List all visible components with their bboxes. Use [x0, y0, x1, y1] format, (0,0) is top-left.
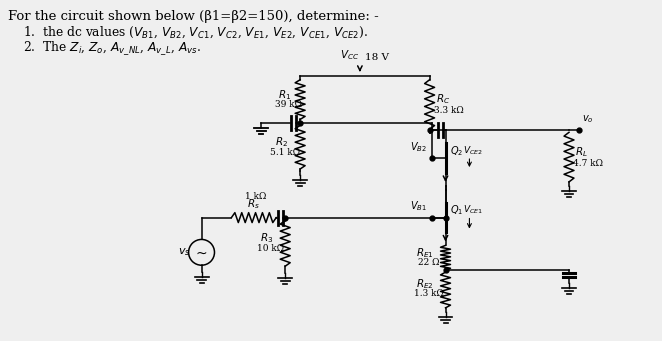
Text: 1 kΩ: 1 kΩ [246, 192, 267, 201]
Text: 4.7 kΩ: 4.7 kΩ [573, 159, 603, 167]
Text: 3.3 kΩ: 3.3 kΩ [434, 106, 463, 115]
Text: 10 kΩ: 10 kΩ [258, 244, 285, 253]
Text: $R_L$: $R_L$ [575, 145, 588, 159]
Text: $R_2$: $R_2$ [275, 135, 288, 149]
Text: 18 V: 18 V [365, 53, 389, 62]
Text: $V_{CE1}$: $V_{CE1}$ [463, 204, 483, 216]
Text: 1.3 kΩ: 1.3 kΩ [414, 290, 444, 298]
Text: ~: ~ [196, 246, 207, 260]
Text: $Q_1$: $Q_1$ [449, 204, 463, 218]
Text: 2.  The $Z_i$, $Z_o$, $A_{v\_NL}$, $A_{v\_L}$, $A_{vs}$.: 2. The $Z_i$, $Z_o$, $A_{v\_NL}$, $A_{v\… [23, 39, 201, 57]
Text: $R_C$: $R_C$ [436, 93, 449, 106]
Text: $v_s$: $v_s$ [177, 247, 190, 258]
Text: $R_{E2}$: $R_{E2}$ [416, 277, 434, 291]
Text: For the circuit shown below (β1=β2=150), determine: -: For the circuit shown below (β1=β2=150),… [9, 10, 379, 23]
Text: 1.  the dc values ($V_{B1}$, $V_{B2}$, $V_{C1}$, $V_{C2}$, $V_{E1}$, $V_{E2}$, $: 1. the dc values ($V_{B1}$, $V_{B2}$, $V… [23, 24, 369, 40]
Text: 39 kΩ: 39 kΩ [275, 100, 303, 109]
Text: $V_{CC}$: $V_{CC}$ [340, 48, 359, 62]
Text: $v_o$: $v_o$ [582, 114, 594, 125]
Text: $R_3$: $R_3$ [260, 232, 273, 245]
Text: $V_{B2}$: $V_{B2}$ [410, 140, 426, 154]
Text: $V_{B1}$: $V_{B1}$ [410, 200, 426, 213]
Text: $R_1$: $R_1$ [278, 88, 291, 102]
Text: $V_{CE2}$: $V_{CE2}$ [463, 144, 483, 157]
Text: $R_s$: $R_s$ [248, 197, 260, 210]
Text: 22 Ω: 22 Ω [418, 258, 439, 267]
Text: $Q_2$: $Q_2$ [449, 144, 463, 158]
Text: $R_{E1}$: $R_{E1}$ [416, 246, 434, 260]
Text: 5.1 kΩ: 5.1 kΩ [270, 148, 301, 157]
